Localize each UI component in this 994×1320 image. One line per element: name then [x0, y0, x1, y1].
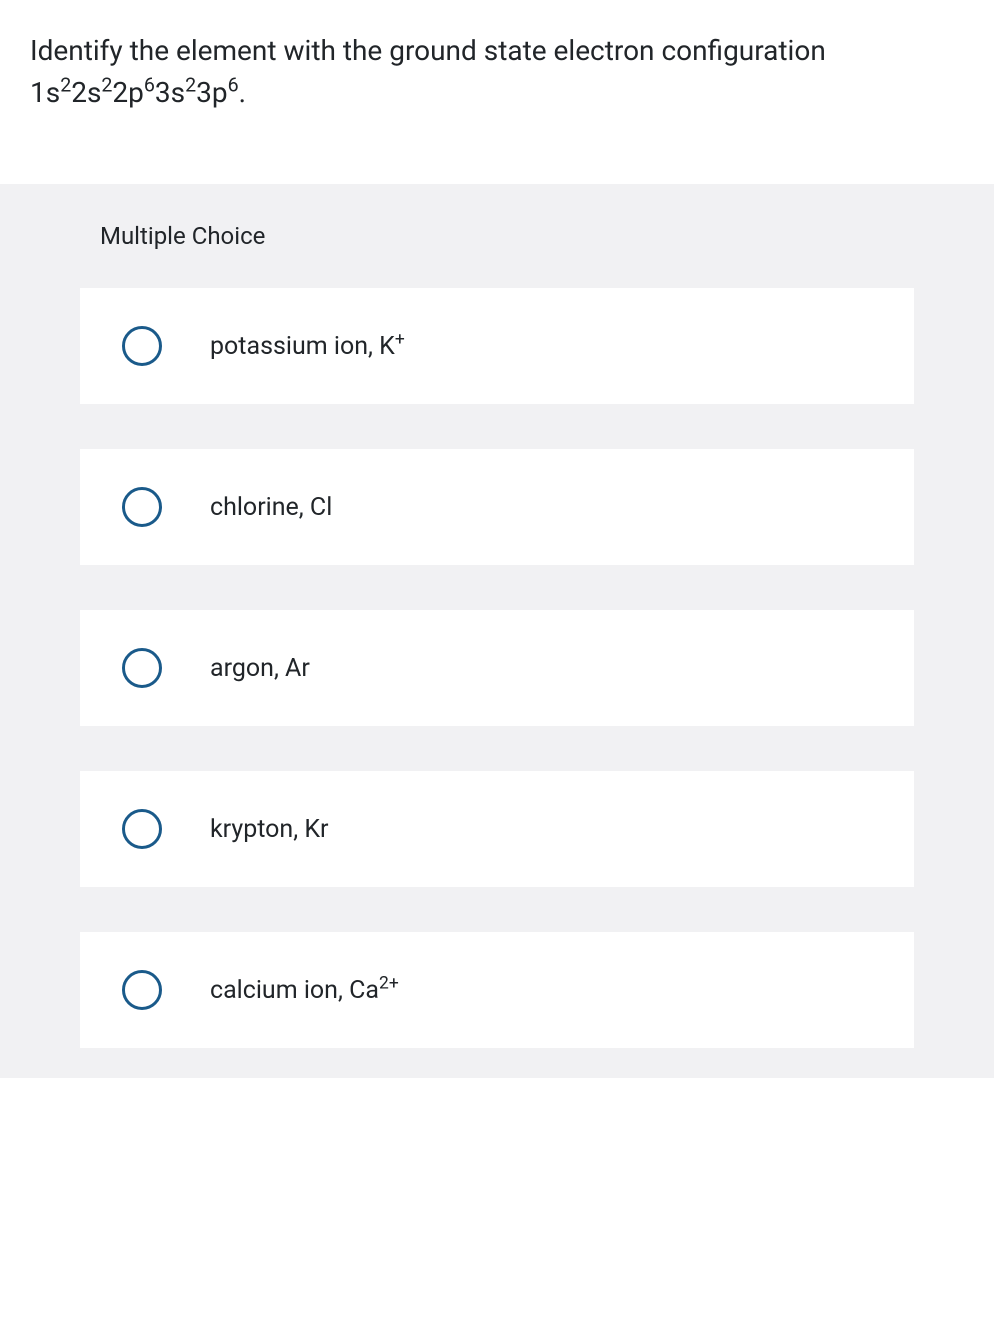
question-text: Identify the element with the ground sta…	[30, 30, 964, 114]
radio-icon	[122, 970, 162, 1010]
option-label: calcium ion, Ca2+	[210, 973, 399, 1008]
electron-configuration: 1s22s22p63s23p6.	[30, 76, 246, 109]
option-label: argon, Ar	[210, 651, 310, 686]
section-header: Multiple Choice	[0, 184, 994, 288]
options-list: potassium ion, K+ chlorine, Cl argon, Ar…	[0, 288, 994, 1048]
radio-icon	[122, 487, 162, 527]
option-argon[interactable]: argon, Ar	[80, 610, 914, 726]
option-chlorine[interactable]: chlorine, Cl	[80, 449, 914, 565]
option-calcium-ion[interactable]: calcium ion, Ca2+	[80, 932, 914, 1048]
answer-section: Multiple Choice potassium ion, K+ chlori…	[0, 184, 994, 1078]
option-label: chlorine, Cl	[210, 490, 332, 525]
question-stem: Identify the element with the ground sta…	[30, 34, 826, 67]
radio-icon	[122, 648, 162, 688]
radio-icon	[122, 326, 162, 366]
option-label: krypton, Kr	[210, 812, 329, 847]
option-label: potassium ion, K+	[210, 329, 405, 364]
option-potassium-ion[interactable]: potassium ion, K+	[80, 288, 914, 404]
question-container: Identify the element with the ground sta…	[0, 0, 994, 114]
option-krypton[interactable]: krypton, Kr	[80, 771, 914, 887]
radio-icon	[122, 809, 162, 849]
